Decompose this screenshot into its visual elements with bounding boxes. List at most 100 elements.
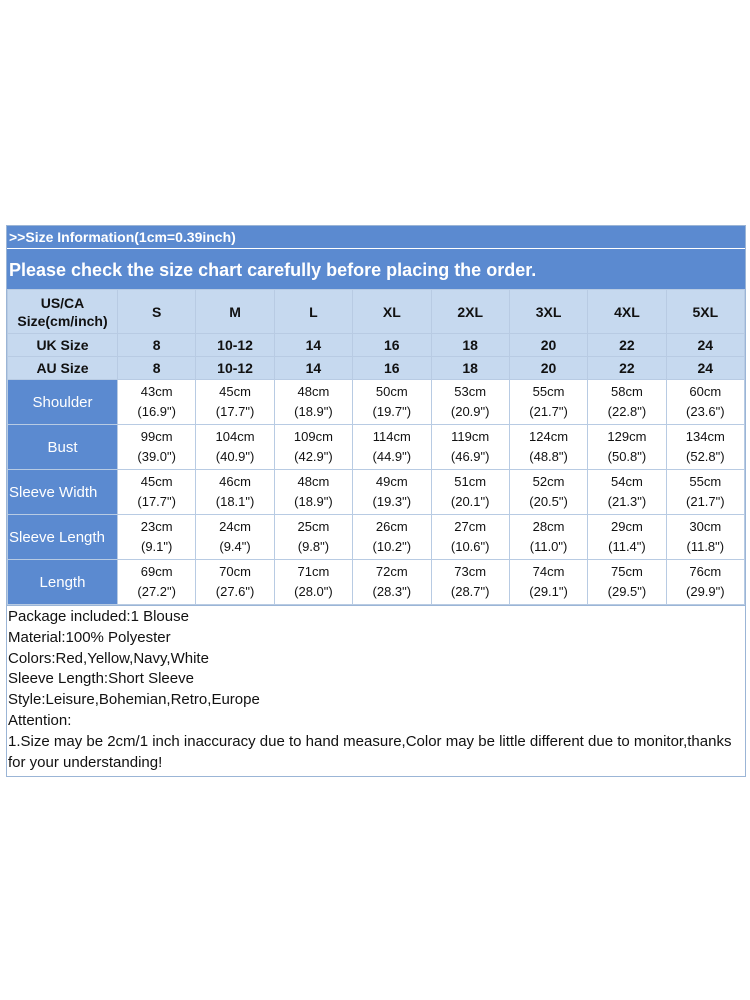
- measurement-cell: 114cm (44.9"): [352, 424, 432, 470]
- cm-value: 55cm: [689, 474, 722, 489]
- measurement-cell: 46cm (18.1"): [195, 469, 275, 515]
- sleeve-length-row: Sleeve Length 23cm (9.1") 24cm (9.4") 25cm (9.…: [7, 514, 746, 560]
- inch-value: (18.9"): [294, 404, 333, 419]
- inch-value: (28.7"): [450, 584, 490, 599]
- cm-value: 53cm: [454, 384, 487, 399]
- inch-value: (29.5"): [607, 584, 647, 599]
- size-unit-label: Size(cm/inch): [17, 312, 108, 329]
- measurement-cell: 134cm (52.8"): [665, 424, 746, 470]
- measurement-cell: 74cm (29.1"): [508, 559, 589, 605]
- cm-value: 73cm: [454, 564, 487, 579]
- inch-value: (18.1"): [215, 494, 255, 509]
- inch-value: (11.8"): [686, 539, 725, 554]
- inch-value: (50.8"): [607, 449, 647, 464]
- cm-value: 75cm: [611, 564, 643, 579]
- bust-label: Bust: [7, 424, 118, 470]
- measurement-cell: 71cm (28.0"): [273, 559, 354, 605]
- length-row: Length 69cm (27.2") 70cm (27.6") 71cm (28.0") 7…: [7, 559, 746, 605]
- measurement-cell: 28cm (11.0"): [508, 514, 589, 560]
- attention-heading: Attention:: [8, 711, 72, 729]
- us-ca-label: US/CA: [40, 294, 85, 311]
- measurement-cell: 23cm (9.1"): [116, 514, 197, 560]
- measurement-cell: 54cm (21.3"): [587, 469, 667, 515]
- inch-value: (29.9"): [686, 584, 725, 599]
- au-size-row: AU Size 8 10-12 14 16 18 20 22 24: [7, 356, 746, 380]
- inch-value: (46.9"): [450, 449, 490, 464]
- inch-value: (19.7"): [372, 404, 412, 419]
- inch-value: (52.8"): [686, 449, 725, 464]
- measurement-cell: 76cm (29.9"): [665, 559, 746, 605]
- inch-value: (20.9"): [450, 404, 490, 419]
- cm-value: 26cm: [375, 519, 408, 534]
- measurement-cell: 70cm (27.6"): [195, 559, 275, 605]
- inch-value: (9.4"): [219, 539, 251, 554]
- cm-value: 99cm: [140, 429, 173, 444]
- inch-value: (42.9"): [294, 449, 333, 464]
- cm-value: 60cm: [689, 384, 722, 399]
- inch-value: (27.2"): [137, 584, 176, 599]
- uk-size-cell: 14: [273, 333, 354, 357]
- cm-value: 69cm: [140, 564, 173, 579]
- measurement-cell: 109cm (42.9"): [273, 424, 354, 470]
- inch-value: (19.3"): [372, 494, 412, 509]
- uk-size-cell: 20: [508, 333, 589, 357]
- package-note: Package included:1 Blouse: [8, 608, 189, 625]
- inch-value: (10.2"): [372, 539, 412, 554]
- au-size-cell: 22: [587, 356, 667, 380]
- measurement-cell: 29cm (11.4"): [587, 514, 667, 560]
- measurement-cell: 119cm (46.9"): [430, 424, 510, 470]
- cm-value: 54cm: [611, 474, 643, 489]
- cm-value: 134cm: [685, 429, 725, 444]
- cm-value: 29cm: [611, 519, 643, 534]
- inch-value: (27.6"): [215, 584, 255, 599]
- uk-size-cell: 8: [116, 333, 197, 357]
- size-header: 5XL: [665, 289, 746, 334]
- inch-value: (20.5"): [529, 494, 568, 509]
- inch-value: (16.9"): [137, 404, 176, 419]
- size-chart-header: >>Size Information(1cm=0.39inch) Please …: [7, 226, 745, 289]
- inch-value: (21.3"): [607, 494, 647, 509]
- uk-size-row: UK Size 8 10-12 14 16 18 20 22 24: [7, 333, 746, 357]
- measurement-cell: 73cm (28.7"): [430, 559, 510, 605]
- measurement-cell: 53cm (20.9"): [430, 379, 510, 425]
- inch-value: (18.9"): [294, 494, 333, 509]
- measurement-cell: 55cm (21.7"): [508, 379, 589, 425]
- measurement-cell: 48cm (18.9"): [273, 469, 354, 515]
- cm-value: 74cm: [532, 564, 565, 579]
- measurement-cell: 99cm (39.0"): [116, 424, 197, 470]
- cm-value: 45cm: [140, 474, 173, 489]
- size-header: XL: [352, 289, 432, 334]
- size-header: 3XL: [508, 289, 589, 334]
- measurement-cell: 104cm (40.9"): [195, 424, 275, 470]
- au-size-cell: 14: [273, 356, 354, 380]
- cm-value: 45cm: [219, 384, 251, 399]
- uk-size-label: UK Size: [7, 333, 118, 357]
- measurement-cell: 26cm (10.2"): [352, 514, 432, 560]
- cm-value: 71cm: [297, 564, 330, 579]
- cm-value: 23cm: [140, 519, 173, 534]
- material-note: Material:100% Polyester: [8, 628, 171, 646]
- cm-value: 27cm: [454, 519, 487, 534]
- inch-value: (29.1"): [529, 584, 568, 599]
- uk-size-cell: 22: [587, 333, 667, 357]
- size-chart: >>Size Information(1cm=0.39inch) Please …: [6, 225, 746, 778]
- measurement-cell: 72cm (28.3"): [352, 559, 432, 605]
- uk-size-cell: 10-12: [195, 333, 275, 357]
- cm-value: 50cm: [375, 384, 408, 399]
- measurement-cell: 48cm (18.9"): [273, 379, 354, 425]
- cm-value: 72cm: [375, 564, 408, 579]
- shoulder-label: Shoulder: [7, 379, 118, 425]
- measurement-cell: 50cm (19.7"): [352, 379, 432, 425]
- cm-value: 48cm: [297, 384, 330, 399]
- inch-value: (21.7"): [686, 494, 725, 509]
- size-header-row: US/CA Size(cm/inch) S M L XL 2XL 3XL 4XL…: [7, 289, 746, 334]
- cm-value: 30cm: [689, 519, 722, 534]
- inch-value: (17.7"): [215, 404, 255, 419]
- measurement-cell: 25cm (9.8"): [273, 514, 354, 560]
- inch-value: (11.4"): [608, 539, 646, 554]
- inch-value: (40.9"): [215, 449, 255, 464]
- measurement-cell: 60cm (23.6"): [665, 379, 746, 425]
- cm-value: 129cm: [607, 429, 647, 444]
- cm-value: 55cm: [532, 384, 565, 399]
- au-size-cell: 8: [116, 356, 197, 380]
